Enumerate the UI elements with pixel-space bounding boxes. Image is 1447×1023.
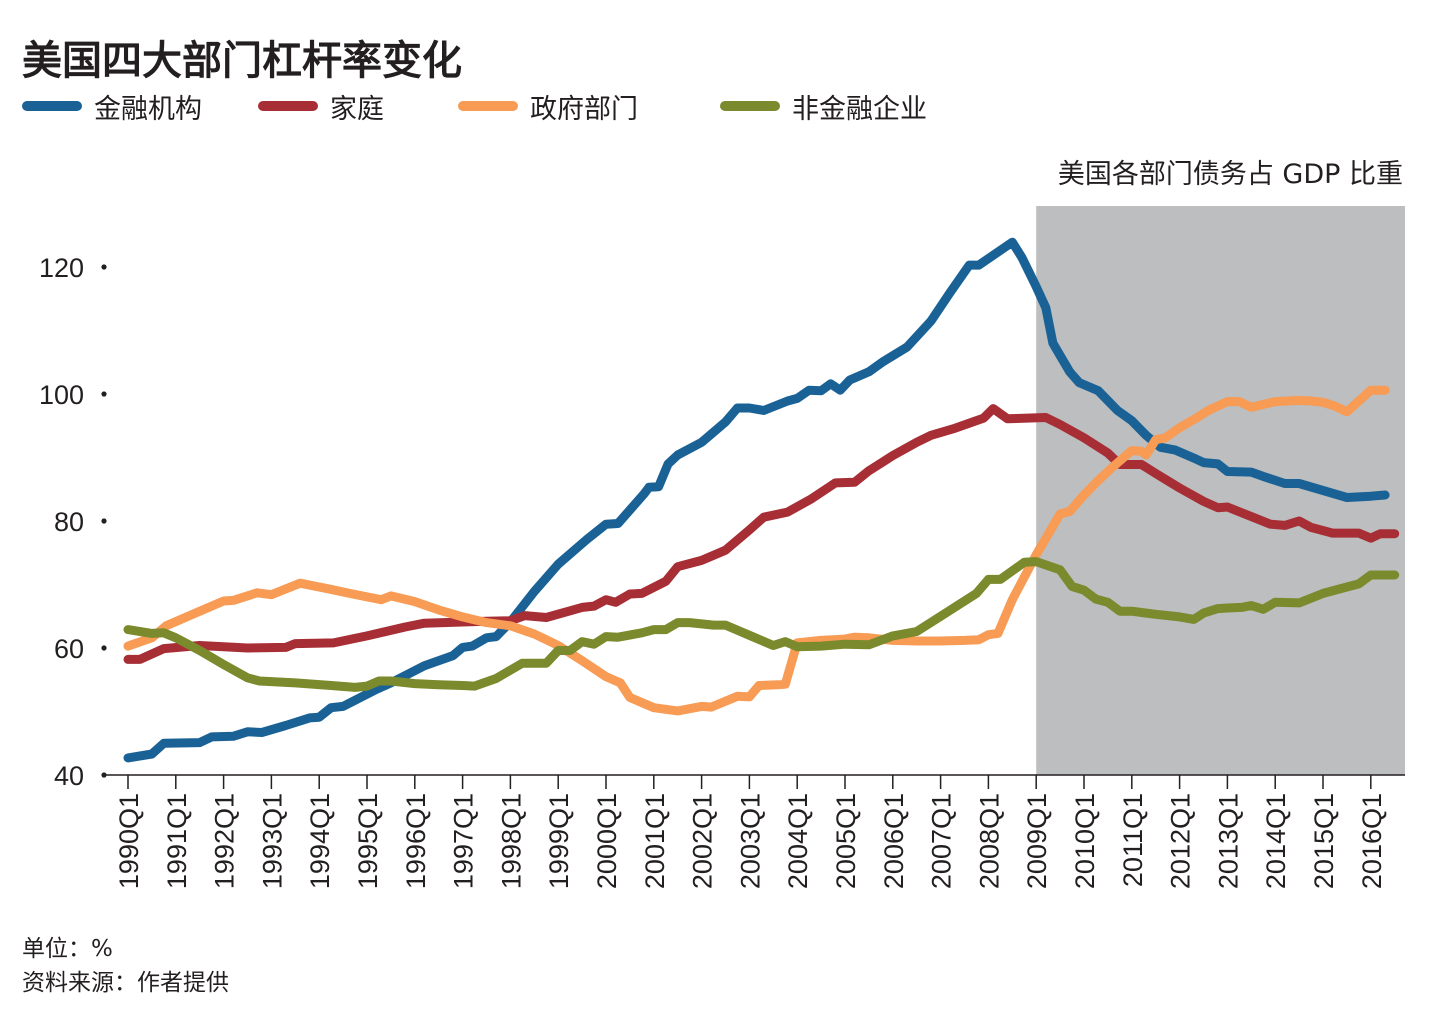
x-tick-label: 1990Q1	[114, 793, 144, 889]
x-tick-label: 2006Q1	[879, 793, 909, 889]
legend-label-financial: 金融机构	[94, 93, 202, 125]
legend-swatch-household	[258, 101, 318, 111]
x-tick-label: 1995Q1	[353, 793, 383, 889]
x-tick-label: 1996Q1	[401, 793, 431, 889]
x-tick-label: 2013Q1	[1213, 793, 1243, 889]
notes: 单位：% 资料来源：作者提供	[22, 932, 229, 1000]
y-tick-label: 80	[54, 507, 84, 537]
chart-subtitle: 美国各部门债务占 GDP 比重	[1057, 159, 1403, 190]
x-tick-label: 1993Q1	[257, 793, 287, 889]
x-tick-label: 1997Q1	[449, 793, 479, 889]
legend-label-government: 政府部门	[530, 93, 638, 125]
unit-note: 单位：%	[22, 936, 113, 962]
series-line-financial	[123, 237, 1390, 763]
legend-label-nonfinancial: 非金融企业	[792, 93, 927, 125]
series-line-household	[123, 404, 1400, 664]
series-lines	[123, 237, 1400, 763]
y-tick-label: 60	[54, 634, 84, 664]
x-tick-label: 2012Q1	[1166, 793, 1196, 889]
x-tick-label: 1992Q1	[210, 793, 240, 889]
legend-swatch-government	[458, 101, 518, 111]
x-tick-label: 2014Q1	[1261, 793, 1291, 889]
y-tick-label: 120	[39, 253, 84, 283]
x-tick-label: 1991Q1	[162, 793, 192, 889]
y-tick-mark	[101, 391, 107, 397]
source-note: 资料来源：作者提供	[22, 970, 229, 996]
series-line-nonfinancial	[123, 557, 1400, 692]
legend-item-government: 政府部门	[458, 86, 638, 126]
legend-item-nonfinancial: 非金融企业	[720, 86, 927, 126]
legend-item-household: 家庭	[258, 86, 384, 126]
x-tick-label: 2003Q1	[735, 793, 765, 889]
legend-swatch-nonfinancial	[720, 101, 780, 111]
x-tick-label: 2000Q1	[592, 793, 622, 889]
x-tick-label: 2002Q1	[688, 793, 718, 889]
x-tick-label: 2008Q1	[974, 793, 1004, 889]
axes: 40 60 80 100 120 1990Q1 1991Q1 1992Q1 1993Q1 1994…	[39, 253, 1405, 889]
x-tick-label: 1999Q1	[544, 793, 574, 889]
chart-title: 美国四大部门杠杆率变化	[22, 38, 462, 84]
x-tick-label: 2005Q1	[831, 793, 861, 889]
legend-item-financial: 金融机构	[22, 86, 202, 126]
y-tick-mark	[101, 518, 107, 524]
x-tick-label: 2007Q1	[927, 793, 957, 889]
x-tick-label: 2011Q1	[1118, 793, 1148, 887]
y-tick-mark	[101, 264, 107, 270]
x-tick-label: 2009Q1	[1022, 793, 1052, 889]
legend-label-household: 家庭	[330, 93, 384, 125]
x-tick-label: 1998Q1	[496, 793, 526, 889]
x-tick-label: 2015Q1	[1309, 793, 1339, 889]
x-tick-label: 2010Q1	[1070, 793, 1100, 889]
x-tick-label: 2001Q1	[640, 793, 670, 889]
legend: 金融机构 家庭 政府部门 非金融企业	[22, 86, 1022, 126]
series-line-government	[123, 385, 1390, 716]
legend-swatch-financial	[22, 101, 82, 111]
x-tick-label: 2004Q1	[783, 793, 813, 889]
y-tick-mark	[101, 645, 107, 651]
y-tick-label: 100	[39, 380, 84, 410]
y-tick-mark	[101, 772, 107, 778]
shaded-region	[1036, 206, 1405, 775]
y-tick-label: 40	[54, 761, 84, 791]
x-tick-label: 2016Q1	[1357, 793, 1387, 889]
x-tick-label: 1994Q1	[305, 793, 335, 889]
